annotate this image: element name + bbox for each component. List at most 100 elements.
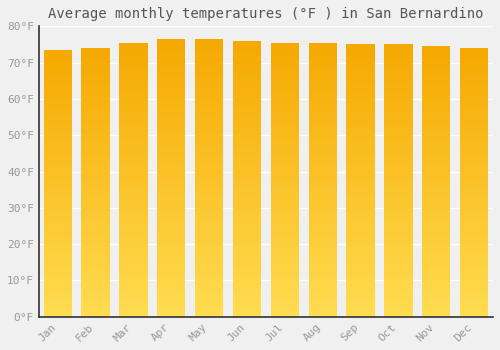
Bar (44, 211, 72, 213)
Bar (346, 100, 375, 102)
Bar (157, 149, 186, 150)
Bar (308, 185, 337, 187)
Bar (44, 277, 72, 278)
Bar (308, 67, 337, 69)
Bar (82, 98, 110, 99)
Bar (119, 204, 148, 206)
Bar (82, 278, 110, 279)
Bar (346, 121, 375, 122)
Bar (422, 76, 450, 77)
Bar (233, 315, 261, 317)
Bar (308, 80, 337, 81)
Bar (346, 114, 375, 115)
Bar (384, 61, 412, 62)
Bar (308, 118, 337, 119)
Bar (460, 239, 488, 240)
Bar (233, 138, 261, 139)
Bar (44, 158, 72, 159)
Bar (82, 258, 110, 259)
Bar (44, 289, 72, 290)
Bar (82, 70, 110, 71)
Bar (384, 313, 412, 314)
Bar (44, 241, 72, 242)
Bar (422, 194, 450, 195)
Bar (422, 85, 450, 87)
Bar (195, 195, 224, 196)
Bar (270, 91, 299, 92)
Bar (270, 43, 299, 44)
Bar (157, 43, 186, 44)
Bar (195, 315, 224, 317)
Bar (460, 180, 488, 181)
Bar (384, 235, 412, 237)
Bar (233, 151, 261, 153)
Bar (195, 74, 224, 75)
Bar (44, 292, 72, 293)
Bar (460, 208, 488, 209)
Bar (119, 274, 148, 276)
Bar (233, 300, 261, 302)
Bar (233, 162, 261, 163)
Bar (82, 204, 110, 205)
Bar (82, 147, 110, 149)
Bar (270, 86, 299, 88)
Bar (82, 91, 110, 92)
Bar (233, 86, 261, 88)
Bar (422, 99, 450, 100)
Bar (384, 148, 412, 149)
Bar (270, 209, 299, 210)
Bar (384, 281, 412, 283)
Bar (157, 226, 186, 228)
Bar (233, 62, 261, 63)
Bar (119, 52, 148, 54)
Bar (195, 157, 224, 159)
Bar (460, 243, 488, 244)
Bar (422, 270, 450, 271)
Bar (119, 154, 148, 155)
Bar (422, 306, 450, 307)
Bar (422, 188, 450, 190)
Bar (233, 197, 261, 198)
Bar (195, 159, 224, 160)
Bar (460, 246, 488, 247)
Bar (82, 157, 110, 158)
Bar (44, 228, 72, 229)
Bar (422, 295, 450, 296)
Bar (82, 86, 110, 87)
Bar (195, 228, 224, 229)
Bar (460, 123, 488, 125)
Bar (44, 164, 72, 166)
Bar (460, 310, 488, 312)
Bar (422, 141, 450, 142)
Bar (460, 127, 488, 129)
Bar (44, 221, 72, 222)
Bar (157, 163, 186, 164)
Bar (233, 187, 261, 188)
Bar (384, 191, 412, 193)
Bar (82, 121, 110, 122)
Bar (384, 140, 412, 141)
Bar (82, 57, 110, 59)
Bar (195, 293, 224, 295)
Bar (119, 303, 148, 304)
Bar (119, 119, 148, 121)
Bar (233, 206, 261, 208)
Bar (233, 273, 261, 274)
Bar (44, 275, 72, 277)
Bar (346, 140, 375, 141)
Bar (308, 55, 337, 56)
Bar (270, 73, 299, 74)
Bar (270, 80, 299, 81)
Bar (270, 252, 299, 254)
Bar (308, 177, 337, 178)
Bar (44, 87, 72, 89)
Bar (460, 70, 488, 71)
Bar (82, 134, 110, 135)
Bar (308, 84, 337, 85)
Bar (460, 119, 488, 121)
Bar (44, 315, 72, 317)
Bar (82, 139, 110, 141)
Bar (422, 315, 450, 317)
Bar (460, 313, 488, 314)
Bar (270, 315, 299, 317)
